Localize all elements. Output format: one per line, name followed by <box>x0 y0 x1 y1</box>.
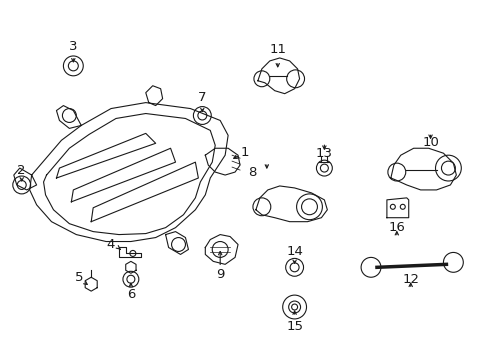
Text: 13: 13 <box>315 147 332 160</box>
Text: 4: 4 <box>107 238 115 251</box>
Text: 10: 10 <box>421 136 438 149</box>
Text: 12: 12 <box>402 273 418 286</box>
Text: 11: 11 <box>269 42 285 55</box>
Text: 9: 9 <box>216 268 224 281</box>
Text: 7: 7 <box>198 91 206 104</box>
Text: 15: 15 <box>285 320 303 333</box>
Text: 2: 2 <box>18 163 26 176</box>
Text: 5: 5 <box>75 271 83 284</box>
Text: 14: 14 <box>285 245 303 258</box>
Text: 3: 3 <box>69 40 78 53</box>
Text: 16: 16 <box>387 221 405 234</box>
Text: 8: 8 <box>247 166 256 179</box>
Text: 1: 1 <box>240 146 249 159</box>
Text: 6: 6 <box>126 288 135 301</box>
